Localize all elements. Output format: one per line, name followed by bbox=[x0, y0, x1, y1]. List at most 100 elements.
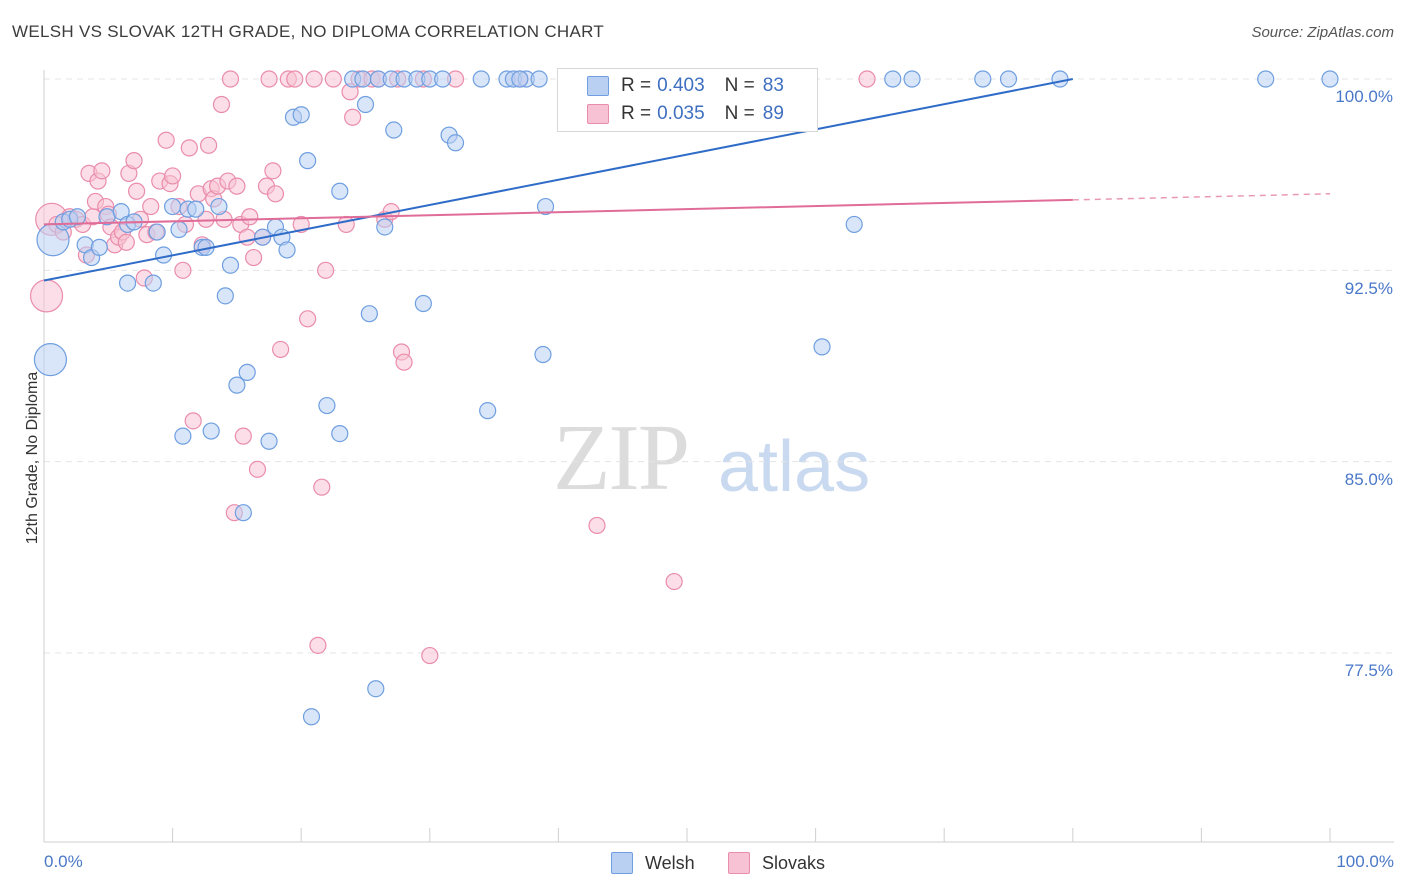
slovak-swatch bbox=[587, 104, 609, 124]
chart-title: WELSH VS SLOVAK 12TH GRADE, NO DIPLOMA C… bbox=[12, 22, 605, 41]
slovak-point-0 bbox=[29, 279, 64, 313]
bottom-legend-welsh: Welsh bbox=[611, 852, 695, 874]
slovak-point-44 bbox=[212, 95, 231, 114]
welsh-point-17 bbox=[170, 220, 188, 239]
welsh-point-26 bbox=[221, 256, 240, 274]
slovak-point-47 bbox=[221, 70, 240, 88]
axes bbox=[43, 70, 1394, 843]
welsh-point-41 bbox=[331, 182, 349, 200]
slovak-point-39 bbox=[197, 210, 215, 228]
watermark-atlas: atlas bbox=[718, 427, 871, 507]
welsh-swatch bbox=[587, 76, 609, 96]
slovak-point-29 bbox=[157, 131, 175, 149]
welsh-point-80 bbox=[1257, 70, 1275, 88]
welsh-r-value: 0.403 bbox=[657, 75, 705, 96]
slovak-point-40 bbox=[200, 136, 218, 154]
y-tick-label-77-5: 77.5% bbox=[1344, 661, 1393, 680]
legend-row-welsh: R = 0.403 N = 83 bbox=[558, 72, 784, 100]
welsh-point-78 bbox=[999, 70, 1018, 88]
welsh-point-64 bbox=[534, 345, 552, 364]
welsh-point-31 bbox=[260, 432, 278, 450]
slovak-point-73 bbox=[344, 108, 362, 126]
slovak-point-54 bbox=[245, 248, 263, 267]
welsh-point-20 bbox=[187, 200, 205, 218]
slovak-trend-line bbox=[43, 198, 1073, 226]
slovak-point-51 bbox=[234, 427, 252, 445]
welsh-n-value: 83 bbox=[762, 75, 784, 96]
welsh-point-82 bbox=[511, 70, 529, 88]
slovak-point-55 bbox=[248, 460, 267, 478]
welsh-point-63 bbox=[530, 70, 548, 88]
slovak-point-89 bbox=[858, 70, 876, 88]
welsh-point-58 bbox=[472, 70, 490, 88]
slovak-point-69 bbox=[317, 261, 335, 279]
welsh-point-55 bbox=[434, 70, 452, 88]
slovak-point-12 bbox=[93, 162, 111, 180]
slovak-point-58 bbox=[260, 70, 278, 88]
welsh-point-25 bbox=[216, 287, 234, 305]
slovak-point-31 bbox=[164, 167, 182, 185]
welsh-point-27 bbox=[228, 376, 246, 394]
welsh-r-label: R = bbox=[621, 75, 652, 96]
welsh-point-13 bbox=[144, 274, 162, 292]
welsh-point-23 bbox=[202, 422, 220, 440]
slovak-point-61 bbox=[272, 340, 290, 359]
watermark-zip: ZIP bbox=[553, 406, 690, 510]
slovak-point-81 bbox=[395, 353, 413, 371]
welsh-point-34 bbox=[278, 241, 296, 259]
slovak-point-35 bbox=[180, 139, 198, 157]
welsh-point-76 bbox=[903, 70, 921, 88]
welsh-point-74 bbox=[845, 215, 863, 234]
welsh-point-29 bbox=[238, 363, 256, 381]
y-tick-label-85: 85.0% bbox=[1344, 470, 1393, 489]
slovak-point-66 bbox=[305, 70, 323, 88]
slovak-points bbox=[29, 70, 876, 665]
slovak-point-26 bbox=[142, 197, 160, 216]
correlation-legend: R = 0.403 N = 83 R = 0.035 N = 89 bbox=[557, 68, 818, 132]
bottom-welsh-label: Welsh bbox=[645, 852, 695, 873]
welsh-point-59 bbox=[479, 402, 497, 420]
welsh-point-14 bbox=[148, 223, 166, 241]
slovak-point-21 bbox=[125, 152, 143, 170]
welsh-point-16 bbox=[164, 197, 182, 216]
x-tick-label-0: 0.0% bbox=[44, 852, 83, 871]
welsh-points bbox=[33, 70, 1339, 726]
y-axis-label: 12th Grade, No Diploma bbox=[24, 371, 41, 545]
welsh-point-77 bbox=[974, 70, 992, 88]
welsh-point-44 bbox=[356, 95, 375, 114]
slovak-point-68 bbox=[313, 478, 331, 496]
slovak-point-70 bbox=[324, 70, 342, 88]
welsh-point-57 bbox=[446, 134, 465, 152]
slovak-point-86 bbox=[588, 516, 606, 535]
welsh-point-7 bbox=[90, 238, 108, 256]
legend-row-slovak: R = 0.035 N = 89 bbox=[558, 100, 784, 128]
slovak-point-60 bbox=[266, 185, 285, 203]
bottom-slovak-label: Slovaks bbox=[762, 852, 826, 873]
welsh-point-28 bbox=[234, 504, 252, 522]
welsh-point-37 bbox=[299, 152, 317, 170]
slovak-n-value: 89 bbox=[762, 103, 784, 124]
slovak-point-36 bbox=[184, 412, 202, 430]
welsh-point-4 bbox=[68, 208, 87, 226]
slovak-point-65 bbox=[299, 310, 317, 328]
welsh-point-46 bbox=[367, 680, 385, 698]
welsh-point-73 bbox=[813, 338, 831, 356]
welsh-point-81 bbox=[1321, 70, 1339, 88]
welsh-point-39 bbox=[318, 396, 336, 415]
welsh-point-36 bbox=[292, 106, 310, 124]
x-tick-label-100: 100.0% bbox=[1336, 852, 1394, 871]
bottom-slovak-swatch bbox=[728, 852, 750, 874]
y-tick-label-100: 100.0% bbox=[1335, 87, 1393, 106]
welsh-point-0 bbox=[33, 343, 68, 377]
welsh-point-45 bbox=[360, 305, 378, 323]
welsh-point-12 bbox=[118, 274, 137, 292]
welsh-point-53 bbox=[414, 294, 432, 313]
slovak-point-53 bbox=[241, 208, 259, 226]
bottom-welsh-swatch bbox=[611, 852, 633, 874]
slovak-r-label: R = bbox=[621, 103, 652, 124]
slovak-trend-extension bbox=[1072, 193, 1331, 201]
welsh-trend-line bbox=[43, 78, 1073, 282]
welsh-point-65 bbox=[536, 197, 555, 216]
welsh-point-43 bbox=[354, 70, 372, 88]
